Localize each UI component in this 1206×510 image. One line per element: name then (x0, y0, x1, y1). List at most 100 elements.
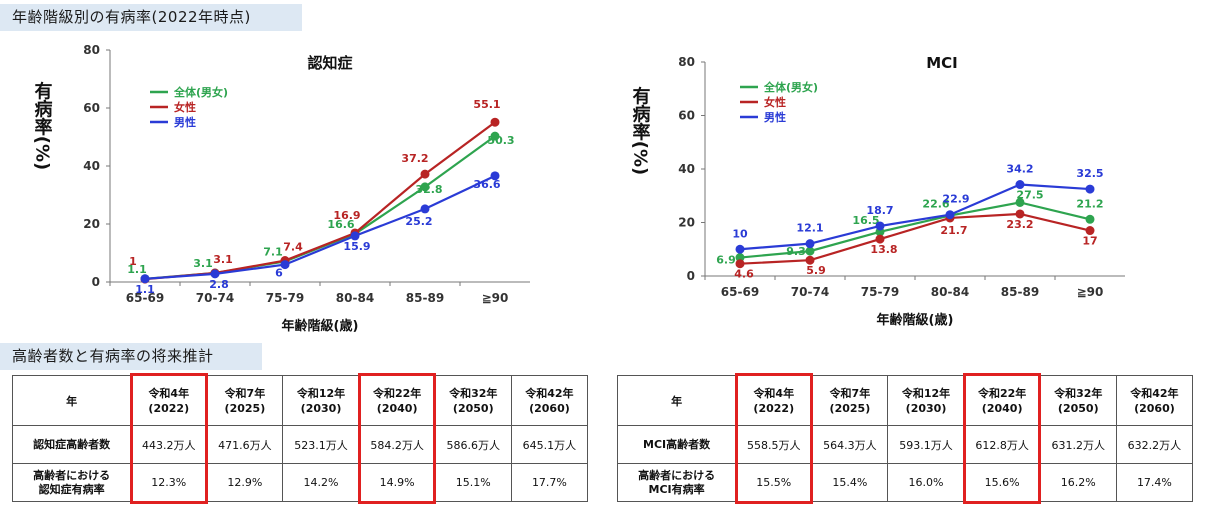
data-label: 25.2 (405, 215, 432, 228)
series-line-1 (739, 212, 1091, 265)
x-tick-label: 65-69 (126, 291, 164, 305)
data-label: 1.1 (135, 283, 155, 296)
table-cell: 12.9% (206, 463, 284, 502)
table-cell: 612.8万人 (963, 425, 1041, 464)
row-label: 高齢者における 認知症有病率 (11, 463, 132, 502)
year-column-header: 令和12年 (2030) (282, 375, 360, 426)
y-tick-label: 0 (687, 269, 695, 283)
table-cell: 15.6% (963, 463, 1041, 502)
data-label: 4.6 (734, 268, 754, 281)
data-label: 16.9 (333, 209, 360, 222)
y-tick-label: 0 (92, 275, 100, 289)
data-point (210, 269, 220, 279)
x-axis-label: 年齢階級(歳) (282, 318, 359, 334)
data-point (805, 246, 815, 256)
series-line-0 (739, 201, 1091, 259)
era-year: 令和7年 (224, 386, 266, 400)
table-cell: 558.5万人 (735, 425, 813, 464)
data-label: 9.3 (786, 245, 806, 258)
gregorian-year: (2040) (981, 401, 1023, 415)
year-column-header: 令和42年 (2060) (1115, 375, 1194, 426)
x-axis-label: 年齢階級(歳) (877, 312, 954, 328)
data-label: 7.4 (283, 241, 303, 254)
data-point (945, 210, 955, 220)
data-label: 36.6 (473, 178, 500, 191)
table-cell: 443.2万人 (130, 425, 208, 464)
table-row: MCI高齢者数 558.5万人 564.3万人 593.1万人 612.8万人 631.2… (616, 425, 1194, 464)
data-label: 23.2 (1006, 218, 1033, 231)
table-cell: 631.2万人 (1039, 425, 1117, 464)
data-label: 17 (1082, 235, 1097, 248)
mci-prevalence-chart: 0 20 40 60 80 65-69 70-74 75-79 80-84 85-89 ≧90 MCI… (630, 54, 1125, 328)
data-label: 55.1 (473, 98, 500, 111)
data-label: 16.5 (852, 214, 879, 227)
gregorian-year: (2050) (1057, 401, 1099, 415)
year-column-header: 令和7年 (2025) (206, 375, 284, 426)
table-cell: 16.2% (1039, 463, 1117, 502)
legend-label: 女性 (174, 100, 196, 114)
data-label: 12.1 (796, 222, 823, 235)
data-label: 32.8 (415, 183, 442, 196)
data-point (490, 117, 500, 127)
year-column-header: 令和32年 (2050) (434, 375, 512, 426)
gregorian-year: (2030) (300, 401, 342, 415)
table-cell: 14.2% (282, 463, 360, 502)
era-year: 令和32年 (449, 386, 498, 400)
data-point (420, 204, 430, 214)
year-column-header: 令和42年 (2060) (510, 375, 589, 426)
era-year: 令和4年 (753, 386, 795, 400)
table-cell: 16.0% (887, 463, 965, 502)
gregorian-year: (2060) (529, 401, 570, 415)
era-year: 令和4年 (148, 386, 190, 400)
data-point (1085, 214, 1095, 224)
table-cell: 584.2万人 (358, 425, 436, 464)
data-label: 15.9 (343, 240, 370, 253)
table-row: 認知症高齢者数 443.2万人 471.6万人 523.1万人 584.2万人 586.6… (11, 425, 589, 464)
data-label: 22.6 (922, 198, 949, 211)
data-label: 50.3 (487, 134, 514, 147)
x-tick-label: 80-84 (931, 285, 969, 299)
dementia-prevalence-chart: 0 20 40 60 80 65-69 70-74 75-79 80-84 85-89 ≧90 認知症… (32, 43, 530, 334)
data-point (1085, 184, 1095, 194)
data-point (875, 234, 885, 244)
year-column-header: 令和22年 (2040) (358, 375, 436, 426)
data-point (350, 231, 360, 241)
year-column-header: 令和7年 (2025) (811, 375, 889, 426)
y-axis-label: 有病率(%) (630, 86, 651, 176)
year-header: 年 (616, 375, 737, 426)
gregorian-year: (2040) (376, 401, 418, 415)
era-year: 令和22年 (372, 386, 422, 400)
data-point (805, 255, 815, 265)
series-line-2 (739, 183, 1091, 251)
era-year: 令和32年 (1054, 386, 1103, 400)
y-tick-label: 20 (678, 216, 695, 230)
row-label: 認知症高齢者数 (11, 425, 132, 464)
gregorian-year: (2050) (452, 401, 494, 415)
data-label: 2.8 (209, 278, 229, 291)
y-tick-label: 60 (678, 109, 695, 123)
row-label: MCI高齢者数 (616, 425, 737, 464)
era-year: 令和42年 (525, 386, 574, 400)
data-label: 21.2 (1076, 197, 1103, 210)
data-label: 21.7 (940, 224, 967, 237)
table-cell: 17.7% (510, 463, 589, 502)
data-point (1015, 209, 1025, 219)
data-label: 32.5 (1076, 167, 1103, 180)
data-point (735, 253, 745, 263)
legend-label: 全体(男女) (173, 85, 228, 99)
dementia-projection-table: 年令和4年 (2022) 令和7年 (2025) 令和12年 (2030) 令和22年 (20… (11, 375, 589, 502)
data-label: 5.9 (806, 264, 826, 277)
year-column-header: 令和22年 (2040) (963, 375, 1041, 426)
x-tick-label: 85-89 (1001, 285, 1039, 299)
chart-title: MCI (926, 54, 958, 72)
year-column-header: 令和4年 (2022) (130, 375, 208, 426)
data-label: 7.1 (263, 245, 283, 258)
x-tick-label: 70-74 (196, 291, 234, 305)
era-year: 令和12年 (901, 386, 951, 400)
year-column-header: 令和32年 (2050) (1039, 375, 1117, 426)
table-cell: 586.6万人 (434, 425, 512, 464)
table-cell: 523.1万人 (282, 425, 360, 464)
x-tick-label: 70-74 (791, 285, 829, 299)
data-point (735, 259, 745, 269)
data-point (805, 239, 815, 249)
